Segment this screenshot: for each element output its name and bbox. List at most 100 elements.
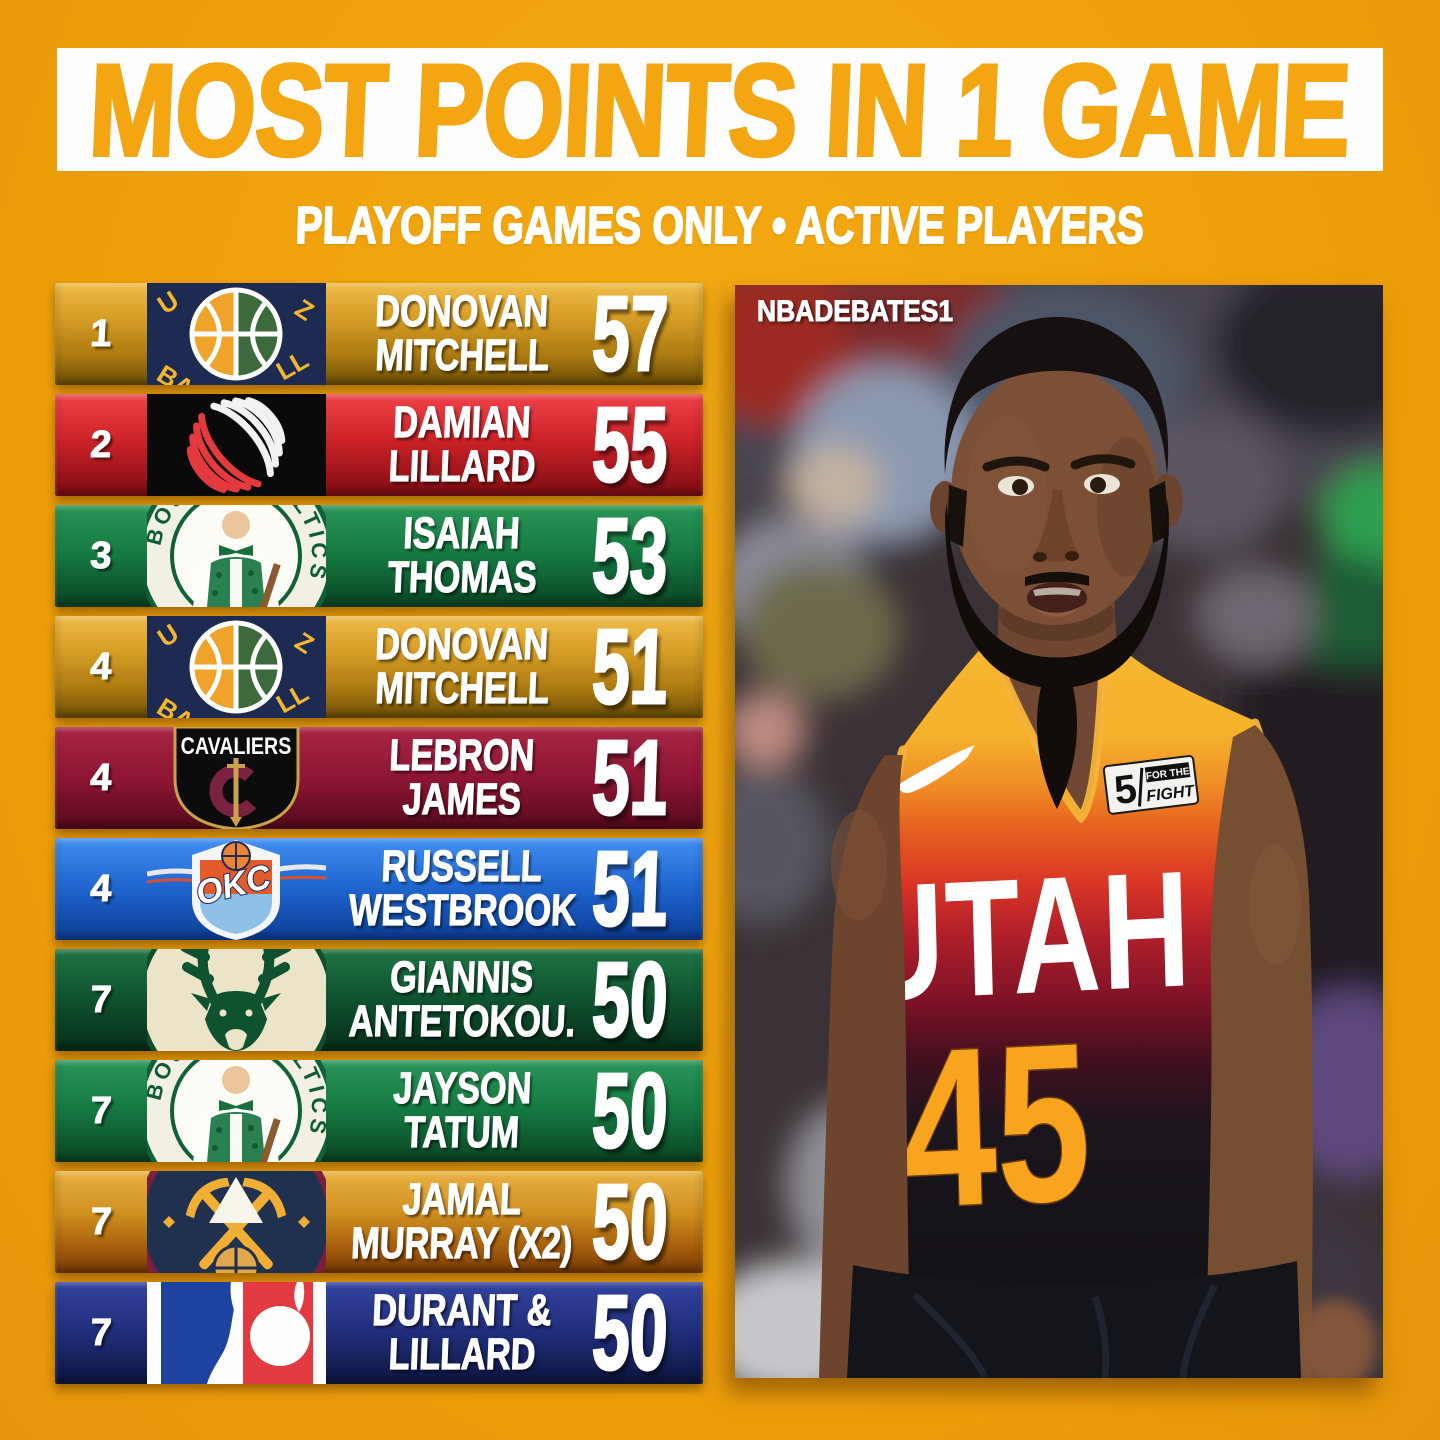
- leaderboard-row: 4 U Z BA LL DONOVAN MITCHELL 51: [55, 606, 703, 727]
- points-value: 50: [589, 1161, 671, 1281]
- player-name-line2: TATUM: [403, 1107, 521, 1157]
- player-name: JAMAL MURRAY (X2): [337, 1171, 587, 1273]
- player-name-line1: JAMAL: [401, 1174, 523, 1224]
- team-logo: U Z BA LL: [147, 616, 326, 718]
- jersey-patch: 5 FOR THE FIGHT: [1102, 755, 1200, 815]
- rank-number: 2: [89, 423, 113, 466]
- player-name-line1: GIANNIS: [389, 952, 535, 1002]
- player-name-line2: JAMES: [401, 774, 523, 824]
- leaderboard-row: 4 CAVALIERS LEBRON JAMES 51: [55, 717, 703, 838]
- player-name-line1: RUSSELL: [380, 841, 544, 891]
- leaderboard-row: 1 U Z BA LL DONOVAN MITCHELL 57: [55, 273, 703, 394]
- team-logo: [147, 1282, 326, 1384]
- team-logo: [147, 394, 326, 496]
- player-name-line2: MITCHELL: [374, 330, 551, 380]
- rank-number: 4: [89, 756, 113, 799]
- player-name-line2: MURRAY (X2): [350, 1218, 574, 1268]
- team-logo: BOSTON CELTICS: [147, 1060, 326, 1162]
- points-value: 53: [589, 495, 671, 615]
- title-banner: MOST POINTS IN 1 GAME: [57, 35, 1383, 184]
- cavaliers-logo-icon: CAVALIERS: [173, 727, 300, 829]
- celtics-logo-icon: BOSTON CELTICS: [147, 1060, 326, 1162]
- page-title: MOST POINTS IN 1 GAME: [85, 35, 1355, 185]
- player-name-line1: LEBRON: [388, 730, 536, 780]
- jersey-number: 45: [899, 996, 1093, 1256]
- team-logo: [147, 949, 326, 1051]
- utah-jazz-logo-icon: U Z BA LL: [147, 616, 326, 718]
- nuggets-logo-icon: [147, 1171, 326, 1273]
- team-logo: OKC: [147, 838, 326, 940]
- leaderboard-row: 7 GIANNIS ANTETOKOU. 50: [55, 939, 703, 1060]
- leaderboard-row: 4 OKC RUSSELL WESTBROOK 51: [55, 828, 703, 949]
- rank-number: 1: [89, 312, 113, 355]
- rank-number: 3: [89, 534, 113, 577]
- leaderboard-row: 2 DAMIAN LILLARD 55: [55, 384, 703, 505]
- subtitle-text: PLAYOFF GAMES ONLY • ACTIVE PLAYERS: [294, 196, 1145, 256]
- rank-number: 7: [89, 1089, 113, 1132]
- subtitle-bar: PLAYOFF GAMES ONLY • ACTIVE PLAYERS: [0, 194, 1440, 258]
- nba-logo-icon: [147, 1282, 326, 1384]
- player-name: ISAIAH THOMAS: [337, 505, 587, 607]
- player-name-line1: JAYSON: [391, 1063, 533, 1113]
- player-name-line1: DURANT &: [371, 1285, 553, 1335]
- team-logo: CAVALIERS: [147, 727, 326, 829]
- leprechaun-figure: [193, 1066, 281, 1162]
- leaderboard-row: 7 JAMAL MURRAY (X2) 50: [55, 1161, 703, 1282]
- leaderboard-row: 7 DURANT & LILLARD 50: [55, 1272, 703, 1393]
- rank-number: 7: [89, 1311, 113, 1354]
- nike-swoosh-icon: [899, 745, 975, 794]
- player-name-line1: DONOVAN: [374, 286, 550, 336]
- rank-number: 7: [89, 1200, 113, 1243]
- rank-number: 7: [89, 978, 113, 1021]
- thunder-logo-icon: OKC: [147, 840, 326, 940]
- player-photo-illustration: 5 FOR THE FIGHT UTAH 45: [735, 285, 1383, 1378]
- bucks-logo-icon: [147, 949, 326, 1051]
- player-name: DURANT & LILLARD: [337, 1282, 587, 1384]
- player-name-line1: DAMIAN: [392, 397, 532, 447]
- cavs-c-sword: [209, 758, 263, 827]
- player-name: RUSSELL WESTBROOK: [337, 838, 587, 940]
- points-value: 55: [589, 384, 671, 504]
- points-value: 57: [589, 273, 671, 393]
- team-logo: U Z BA LL: [147, 283, 326, 385]
- player-photo: 5 FOR THE FIGHT UTAH 45: [735, 285, 1383, 1378]
- player-figure: 5 FOR THE FIGHT UTAH 45: [819, 317, 1377, 1378]
- patch-number: 5: [1112, 767, 1139, 813]
- player-name-line2: WESTBROOK: [347, 885, 577, 935]
- player-name: DONOVAN MITCHELL: [337, 283, 587, 385]
- points-value: 50: [589, 1272, 671, 1392]
- points-value: 50: [589, 939, 671, 1059]
- player-name-line1: ISAIAH: [402, 508, 522, 558]
- watermark-text: NBADEBATES1: [757, 295, 954, 329]
- player-name-line2: MITCHELL: [374, 663, 551, 713]
- player-name-line2: LILLARD: [387, 441, 537, 491]
- utah-jazz-logo-icon: U Z BA LL: [147, 283, 326, 385]
- player-name-line2: THOMAS: [386, 552, 538, 602]
- player-name-line2: LILLARD: [387, 1329, 537, 1379]
- jersey-wordmark: UTAH: [853, 836, 1193, 1036]
- celtics-logo-icon: BOSTON CELTICS: [147, 505, 326, 607]
- points-value: 51: [589, 606, 671, 726]
- patch-line1: FOR THE: [1145, 766, 1190, 782]
- player-head: [930, 317, 1183, 809]
- leprechaun-figure: [193, 511, 281, 607]
- team-logo: [147, 1171, 326, 1273]
- player-name: DONOVAN MITCHELL: [337, 616, 587, 718]
- patch-line2: FIGHT: [1145, 783, 1196, 806]
- points-value: 51: [589, 717, 671, 837]
- points-value: 51: [589, 828, 671, 948]
- player-name: JAYSON TATUM: [337, 1060, 587, 1162]
- player-name: GIANNIS ANTETOKOU.: [337, 949, 587, 1051]
- rank-number: 4: [89, 867, 113, 910]
- player-name-line2: ANTETOKOU.: [347, 996, 577, 1046]
- player-name: LEBRON JAMES: [337, 727, 587, 829]
- rank-number: 4: [89, 645, 113, 688]
- player-name: DAMIAN LILLARD: [337, 394, 587, 496]
- points-value: 50: [589, 1050, 671, 1170]
- team-logo: BOSTON CELTICS: [147, 505, 326, 607]
- svg-text:CAVALIERS: CAVALIERS: [181, 732, 292, 759]
- player-name-line1: DONOVAN: [374, 619, 550, 669]
